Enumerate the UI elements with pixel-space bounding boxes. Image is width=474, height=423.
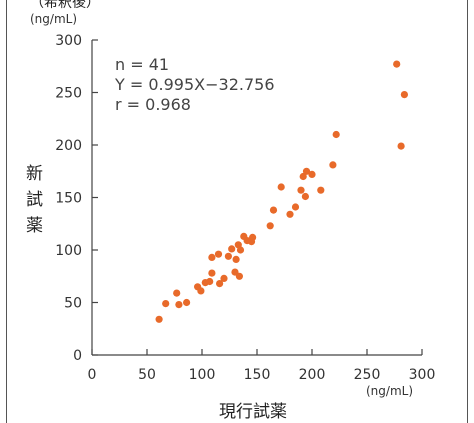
data-point-13: [216, 280, 224, 288]
data-point-26: [266, 222, 274, 230]
x-tick-label: 0: [88, 367, 97, 383]
data-point-34: [302, 167, 311, 175]
y-tick-label: 150: [55, 191, 82, 207]
y-tick-label: 300: [55, 33, 82, 49]
x-tick-label: 300: [409, 367, 436, 383]
x-tick-label: 150: [244, 367, 271, 383]
data-point-9: [206, 277, 214, 286]
x-tick-label: 200: [299, 367, 326, 383]
y-tick-label: 200: [55, 138, 82, 154]
data-point-1: [155, 315, 163, 323]
data-point-12: [214, 250, 223, 258]
data-point-36: [317, 186, 325, 194]
data-point-28: [277, 183, 285, 191]
y-tick-label: 50: [64, 296, 82, 312]
data-point-27: [269, 206, 278, 214]
y-tick-label: 100: [55, 243, 82, 259]
data-point-39: [393, 60, 401, 68]
data-point-30: [291, 203, 300, 211]
tick-marks: [91, 39, 423, 356]
data-point-20: [235, 272, 243, 280]
data-point-33: [301, 192, 309, 201]
data-point-16: [228, 245, 236, 253]
stat-regression: Y = 0.995X−32.756: [114, 75, 275, 94]
x-tick-label: 100: [189, 367, 216, 383]
y-axis-title-char-3: 薬: [26, 216, 43, 236]
y-tick-label: 0: [73, 348, 82, 364]
data-point-14: [220, 274, 228, 282]
top-caption-fragment: （希釈後）: [30, 0, 100, 11]
data-points: [155, 60, 408, 323]
y-unit-label: (ng/mL): [30, 12, 77, 26]
x-axis-title: 現行試薬: [219, 402, 287, 422]
data-point-38: [332, 130, 340, 139]
data-point-18: [232, 255, 240, 263]
data-point-35: [308, 170, 316, 178]
data-point-2: [162, 300, 170, 308]
data-point-5: [183, 298, 191, 307]
data-point-32: [299, 172, 307, 181]
data-point-21: [236, 246, 245, 254]
data-point-40: [397, 142, 405, 150]
data-point-7: [197, 287, 205, 295]
data-point-25: [249, 233, 257, 241]
data-point-4: [175, 301, 183, 309]
tick-labels: 0 50 100 150 200 250 300 0 50 100 150 200 250 300: [55, 33, 435, 383]
x-tick-label: 50: [138, 367, 156, 383]
stat-n: n = 41: [115, 55, 169, 74]
data-point-37: [329, 161, 337, 169]
data-point-11: [208, 253, 216, 261]
data-point-31: [297, 186, 305, 194]
x-unit-label: (ng/mL): [366, 384, 413, 398]
y-tick-label: 250: [55, 86, 82, 102]
y-axis-title-char-1: 新: [26, 164, 43, 184]
frame-right-edge: [467, 0, 468, 423]
x-tick-label: 250: [354, 367, 381, 383]
frame-left-edge: [6, 0, 7, 423]
data-point-15: [224, 252, 232, 260]
data-point-3: [173, 289, 181, 297]
data-point-29: [286, 210, 294, 218]
y-axis-title-char-2: 試: [26, 190, 43, 210]
data-point-41: [400, 91, 408, 99]
data-point-10: [208, 269, 216, 277]
stat-r: r = 0.968: [115, 95, 191, 114]
